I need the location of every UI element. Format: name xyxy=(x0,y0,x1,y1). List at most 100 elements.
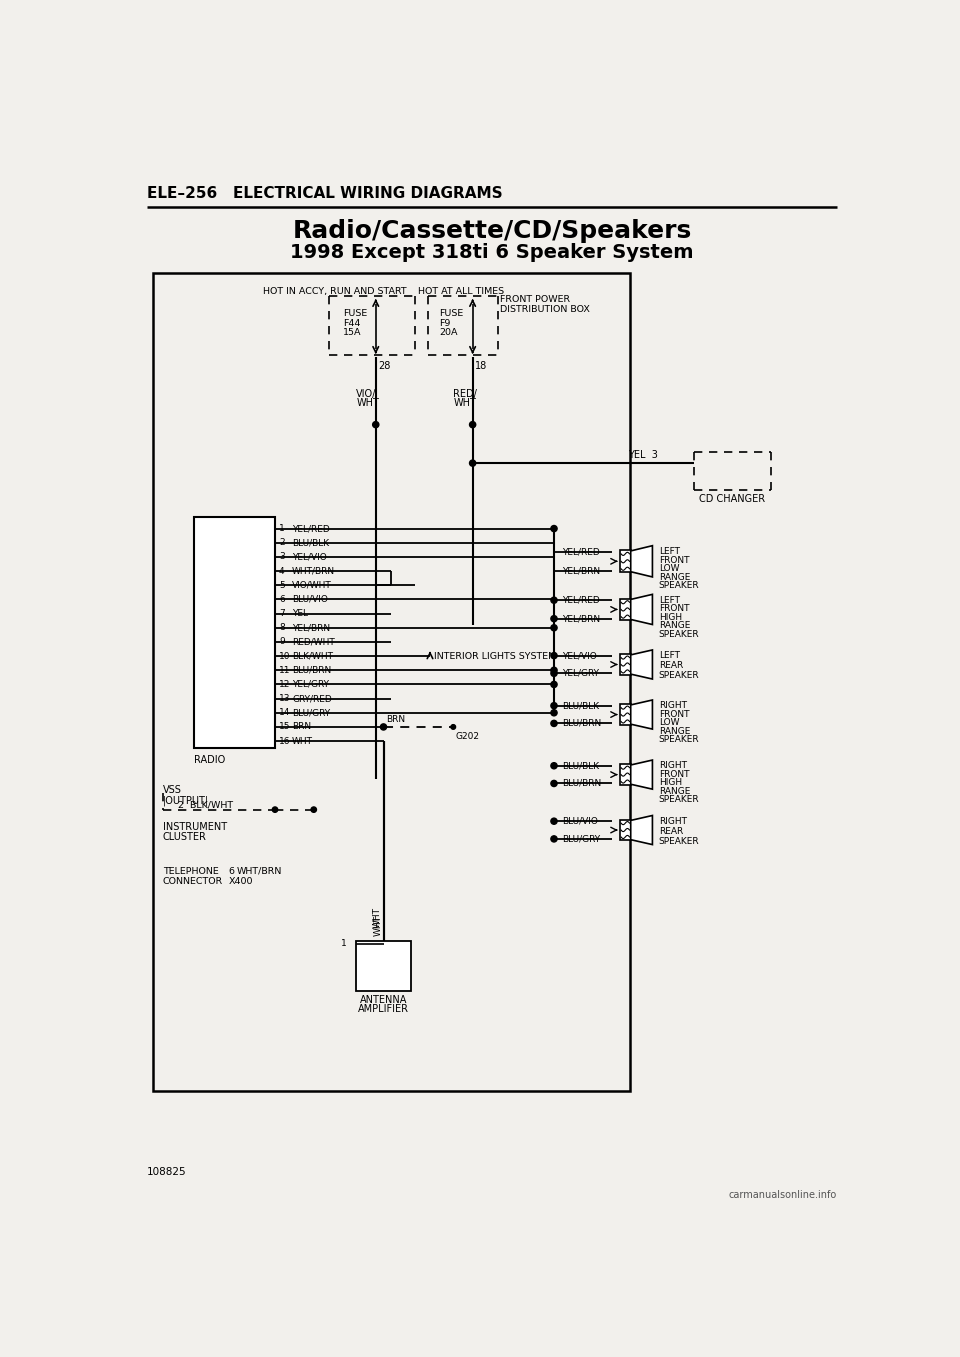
Circle shape xyxy=(551,670,557,676)
Text: 14: 14 xyxy=(278,708,290,718)
Text: YEL/BRN: YEL/BRN xyxy=(562,566,600,575)
Text: HOT AT ALL TIMES: HOT AT ALL TIMES xyxy=(419,286,505,296)
Text: BLU/BLK: BLU/BLK xyxy=(292,539,329,547)
Text: WHT: WHT xyxy=(372,906,382,928)
Text: YEL/RED: YEL/RED xyxy=(562,547,599,556)
Text: X400: X400 xyxy=(228,877,253,886)
Text: CONNECTOR: CONNECTOR xyxy=(162,877,223,886)
Text: FRONT: FRONT xyxy=(659,769,689,779)
Text: RANGE: RANGE xyxy=(659,726,690,735)
Text: carmanualsonline.info: carmanualsonline.info xyxy=(729,1190,837,1200)
Text: YEL/VIO: YEL/VIO xyxy=(562,651,596,660)
Bar xyxy=(194,517,275,748)
Text: 5: 5 xyxy=(278,581,284,590)
Text: LOW: LOW xyxy=(659,565,679,573)
Text: 1: 1 xyxy=(278,524,284,533)
Text: 4: 4 xyxy=(278,567,284,575)
Text: RADIO: RADIO xyxy=(194,756,225,765)
Polygon shape xyxy=(631,546,653,577)
Bar xyxy=(356,940,411,991)
Text: YEL/GRY: YEL/GRY xyxy=(292,680,329,689)
Text: 11: 11 xyxy=(278,666,290,674)
Text: RANGE: RANGE xyxy=(659,787,690,795)
Text: F9: F9 xyxy=(440,319,450,327)
Text: INSTRUMENT: INSTRUMENT xyxy=(162,822,227,832)
Text: LOW: LOW xyxy=(659,718,679,727)
Text: SPEAKER: SPEAKER xyxy=(659,672,699,680)
Text: REAR: REAR xyxy=(659,826,683,836)
Text: Radio/Cassette/CD/Speakers: Radio/Cassette/CD/Speakers xyxy=(293,218,691,243)
Text: BLU/GRY: BLU/GRY xyxy=(292,708,330,718)
Text: SPEAKER: SPEAKER xyxy=(659,735,699,744)
Text: RIGHT: RIGHT xyxy=(659,817,686,825)
Circle shape xyxy=(551,525,557,532)
Text: 9: 9 xyxy=(278,638,284,646)
Text: FRONT: FRONT xyxy=(659,555,689,565)
Text: FUSE: FUSE xyxy=(344,309,368,319)
Text: BRN: BRN xyxy=(292,722,311,731)
Text: BLU/BLK: BLU/BLK xyxy=(562,702,599,710)
Text: YEL/BRN: YEL/BRN xyxy=(562,615,600,623)
Text: |OUTPUT|: |OUTPUT| xyxy=(162,795,208,806)
Polygon shape xyxy=(631,760,653,790)
Text: 15A: 15A xyxy=(344,328,362,337)
Text: SPEAKER: SPEAKER xyxy=(659,837,699,845)
Text: FRONT: FRONT xyxy=(659,604,689,613)
Text: 7: 7 xyxy=(278,609,284,617)
Text: YEL/VIO: YEL/VIO xyxy=(292,552,326,562)
Text: SPEAKER: SPEAKER xyxy=(659,795,699,805)
Text: BLU/BRN: BLU/BRN xyxy=(562,779,601,788)
Circle shape xyxy=(311,807,317,813)
Circle shape xyxy=(551,653,557,658)
Text: F44: F44 xyxy=(344,319,361,327)
Text: 8: 8 xyxy=(278,623,284,632)
Text: BLU/GRY: BLU/GRY xyxy=(562,835,600,844)
Text: FUSE: FUSE xyxy=(440,309,464,319)
Text: 18: 18 xyxy=(475,361,487,370)
Bar xyxy=(620,550,631,573)
Text: RANGE: RANGE xyxy=(659,573,690,582)
Text: BLK/WHT: BLK/WHT xyxy=(292,651,333,661)
Bar xyxy=(620,820,631,840)
Text: YEL  3: YEL 3 xyxy=(628,451,658,460)
Text: ANTENNA: ANTENNA xyxy=(360,995,407,1004)
Text: HIGH: HIGH xyxy=(659,612,682,622)
Circle shape xyxy=(372,422,379,427)
Circle shape xyxy=(551,721,557,726)
Text: 3: 3 xyxy=(278,552,284,562)
Text: INTERIOR LIGHTS SYSTEM: INTERIOR LIGHTS SYSTEM xyxy=(434,651,556,661)
Circle shape xyxy=(551,597,557,604)
Text: SPEAKER: SPEAKER xyxy=(659,630,699,639)
Text: BRN: BRN xyxy=(387,715,406,723)
Circle shape xyxy=(551,836,557,841)
Text: YEL/RED: YEL/RED xyxy=(292,524,330,533)
Circle shape xyxy=(551,668,557,673)
Text: YEL/BRN: YEL/BRN xyxy=(292,623,330,632)
Text: DISTRIBUTION BOX: DISTRIBUTION BOX xyxy=(500,304,589,313)
Text: LEFT: LEFT xyxy=(659,547,680,556)
Text: SPEAKER: SPEAKER xyxy=(659,581,699,590)
Text: FRONT: FRONT xyxy=(659,710,689,719)
Text: YEL/RED: YEL/RED xyxy=(562,596,599,605)
Text: 2  BLK/WHT: 2 BLK/WHT xyxy=(179,801,233,810)
Text: CD CHANGER: CD CHANGER xyxy=(699,494,765,505)
Text: HIGH: HIGH xyxy=(659,778,682,787)
Text: 28: 28 xyxy=(378,361,391,370)
Text: YEL: YEL xyxy=(292,609,308,617)
Text: WHT: WHT xyxy=(356,398,379,408)
Text: WHT: WHT xyxy=(373,915,383,935)
Polygon shape xyxy=(631,700,653,729)
Text: ELE–256   ELECTRICAL WIRING DIAGRAMS: ELE–256 ELECTRICAL WIRING DIAGRAMS xyxy=(147,186,503,201)
Text: RIGHT: RIGHT xyxy=(659,702,686,710)
Circle shape xyxy=(469,460,476,467)
Text: RED/WHT: RED/WHT xyxy=(292,638,335,646)
Text: 108825: 108825 xyxy=(147,1167,187,1177)
Text: WHT: WHT xyxy=(292,737,313,745)
Text: 13: 13 xyxy=(278,695,290,703)
Text: G202: G202 xyxy=(456,731,480,741)
Circle shape xyxy=(551,763,557,769)
Text: RANGE: RANGE xyxy=(659,622,690,630)
Text: BLU/BRN: BLU/BRN xyxy=(562,719,601,727)
Text: CLUSTER: CLUSTER xyxy=(162,832,206,843)
Text: VIO/: VIO/ xyxy=(356,389,376,399)
